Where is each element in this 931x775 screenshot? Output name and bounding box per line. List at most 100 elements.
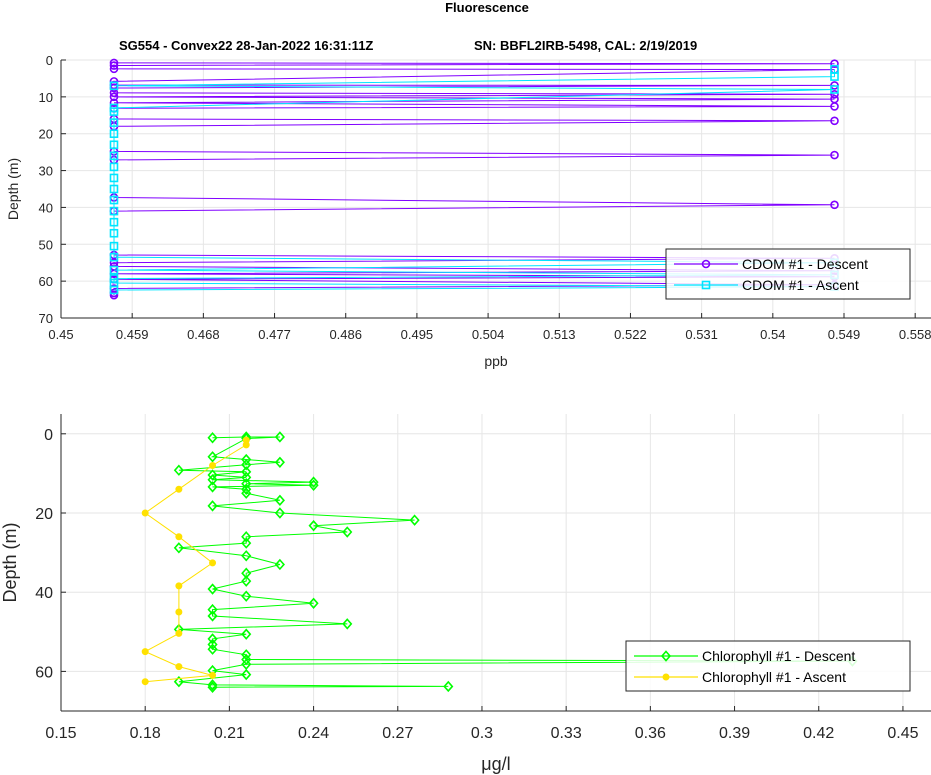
data-point xyxy=(274,456,285,469)
data-point xyxy=(443,680,454,693)
data-point xyxy=(209,671,217,679)
data-point xyxy=(175,663,183,671)
data-point xyxy=(109,278,119,288)
data-point xyxy=(141,648,149,656)
data-point xyxy=(209,461,217,469)
legend-box xyxy=(665,248,911,300)
data-point xyxy=(141,678,149,686)
data-point xyxy=(241,628,252,640)
data-point xyxy=(241,658,252,670)
data-point xyxy=(207,474,218,486)
data-point xyxy=(109,58,119,68)
data-point xyxy=(830,64,839,74)
data-point xyxy=(141,509,149,517)
legend-marker xyxy=(662,673,670,681)
x-tick-label: 0.45 xyxy=(48,327,73,342)
x-tick-label: 0.27 xyxy=(382,725,413,742)
data-point xyxy=(109,184,119,194)
data-point xyxy=(109,252,119,262)
data-point xyxy=(308,519,319,532)
y-tick-label: 0 xyxy=(44,427,53,444)
data-point xyxy=(830,150,839,160)
data-point xyxy=(109,129,119,139)
data-point xyxy=(209,559,217,567)
legend: CDOM #1 - Descent CDOM #1 - Ascent xyxy=(665,248,911,300)
data-point xyxy=(175,533,183,541)
data-point xyxy=(409,514,420,526)
data-point xyxy=(241,453,252,466)
y-tick-label: 70 xyxy=(39,311,53,326)
data-point xyxy=(241,531,252,543)
data-point xyxy=(207,633,218,645)
data-point xyxy=(308,597,319,609)
data-point xyxy=(241,550,252,562)
data-point xyxy=(241,483,252,495)
data-point xyxy=(109,140,119,150)
data-point xyxy=(830,102,839,111)
data-point xyxy=(109,173,119,183)
x-tick-label: 0.54 xyxy=(760,327,785,342)
data-point xyxy=(241,471,252,484)
data-point xyxy=(109,206,119,216)
x-tick-label: 0.558 xyxy=(899,327,931,342)
x-tick-label: 0.3 xyxy=(471,725,493,742)
figure-subtitle-left: SG554 - Convex22 28-Jan-2022 16:31:11Z xyxy=(119,38,373,53)
y-tick-label: 0 xyxy=(46,53,53,68)
data-point xyxy=(173,675,184,688)
data-point xyxy=(207,679,218,691)
data-point xyxy=(241,590,252,602)
data-point xyxy=(207,610,218,622)
data-point xyxy=(274,507,285,519)
data-point xyxy=(109,81,119,91)
x-tick-label: 0.15 xyxy=(45,725,76,742)
x-tick-label: 0.477 xyxy=(258,327,291,342)
data-point xyxy=(830,116,839,126)
y-axis-label: Depth (m) xyxy=(0,522,20,602)
data-point xyxy=(109,228,119,238)
data-point xyxy=(109,195,119,205)
y-axis-label: Depth (m) xyxy=(5,158,21,220)
data-point xyxy=(207,603,218,616)
chlorophyll-plot: 0.15 0.18 0.21 0.24 0.27 0.3 0.33 0.36 0.39 0.42 0… xyxy=(0,414,931,774)
data-point xyxy=(274,494,285,507)
y-tick-label: 30 xyxy=(39,164,53,179)
x-tick-label: 0.531 xyxy=(685,327,718,342)
x-tick-label: 0.42 xyxy=(803,725,834,742)
data-point xyxy=(109,118,119,127)
data-point xyxy=(175,582,183,590)
y-tick-label: 40 xyxy=(35,585,53,602)
data-point xyxy=(109,98,119,108)
x-axis-label: ppb xyxy=(484,353,508,369)
y-tick-label: 50 xyxy=(39,237,53,252)
y-tick-label: 20 xyxy=(35,506,53,523)
data-point xyxy=(175,608,183,616)
data-point xyxy=(241,537,252,549)
data-point xyxy=(109,241,119,251)
data-point xyxy=(342,618,353,630)
data-point xyxy=(207,643,218,655)
figure-subtitle-right: SN: BBFL2IRB-5498, CAL: 2/19/2019 xyxy=(474,38,697,53)
x-tick-label: 0.486 xyxy=(329,327,362,342)
legend-marker xyxy=(701,280,711,290)
data-point xyxy=(175,629,183,637)
data-point xyxy=(241,458,252,471)
data-point xyxy=(342,526,353,538)
legend-marker xyxy=(701,259,711,269)
figure-title: Fluorescence xyxy=(445,0,529,15)
series-line-0 xyxy=(178,436,853,688)
data-point xyxy=(109,274,119,283)
cdom-plot: 0.45 0.459 0.468 0.477 0.486 0.495 0.504 0.513 0… xyxy=(5,53,931,369)
data-point xyxy=(207,681,218,693)
y-tick-label: 60 xyxy=(35,664,53,681)
x-tick-label: 0.18 xyxy=(130,725,161,742)
data-point xyxy=(241,487,252,499)
legend-marker xyxy=(660,650,672,662)
x-tick-label: 0.522 xyxy=(614,327,647,342)
y-tick-label: 10 xyxy=(39,90,53,105)
data-point xyxy=(109,265,119,275)
data-point xyxy=(109,92,119,102)
legend-label: CDOM #1 - Ascent xyxy=(742,277,859,293)
x-tick-label: 0.45 xyxy=(887,725,918,742)
data-point xyxy=(242,436,250,444)
data-point xyxy=(109,64,119,74)
